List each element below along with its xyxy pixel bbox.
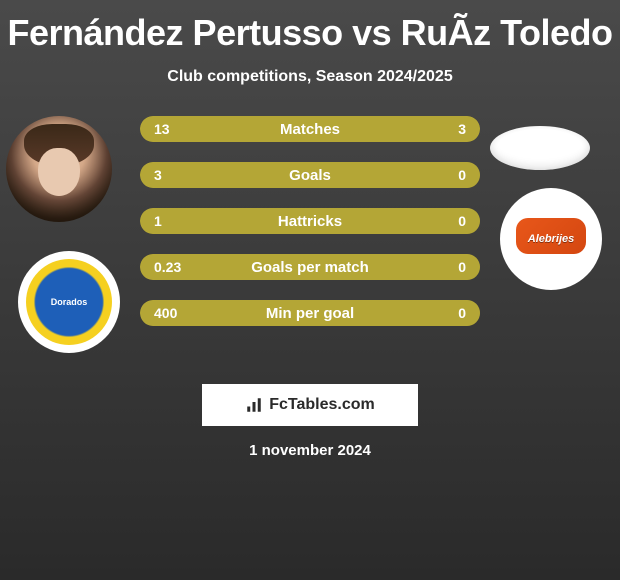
player2-avatar-placeholder	[490, 126, 590, 170]
player2-club-badge: Alebrijes	[500, 188, 602, 290]
bar-chart-icon	[245, 396, 263, 414]
comparison-content: Dorados Alebrijes 13Matches33Goals01Hatt…	[0, 116, 620, 376]
stat-bar: 400Min per goal0	[140, 300, 480, 326]
comparison-subtitle: Club competitions, Season 2024/2025	[0, 68, 620, 86]
stat-label: Hattricks	[140, 213, 480, 230]
brand-box: FcTables.com	[202, 384, 418, 426]
player1-club-name: Dorados	[51, 297, 88, 307]
comparison-title: Fernández Pertusso vs RuÃ­z Toledo	[0, 0, 620, 54]
stat-value-right: 3	[458, 121, 466, 137]
stat-bar: 1Hattricks0	[140, 208, 480, 234]
stat-label: Min per goal	[140, 305, 480, 322]
brand-text: FcTables.com	[269, 396, 375, 414]
stat-label: Goals	[140, 167, 480, 184]
stat-bars: 13Matches33Goals01Hattricks00.23Goals pe…	[140, 116, 480, 346]
player2-club-name: Alebrijes	[528, 233, 574, 245]
stat-label: Matches	[140, 121, 480, 138]
stat-value-right: 0	[458, 213, 466, 229]
stat-bar: 13Matches3	[140, 116, 480, 142]
stat-value-right: 0	[458, 259, 466, 275]
player1-avatar	[6, 116, 112, 222]
stat-bar: 3Goals0	[140, 162, 480, 188]
stat-value-right: 0	[458, 305, 466, 321]
stat-bar: 0.23Goals per match0	[140, 254, 480, 280]
player1-club-badge: Dorados	[18, 251, 120, 353]
stat-label: Goals per match	[140, 259, 480, 276]
comparison-date: 1 november 2024	[0, 442, 620, 459]
stat-value-right: 0	[458, 167, 466, 183]
